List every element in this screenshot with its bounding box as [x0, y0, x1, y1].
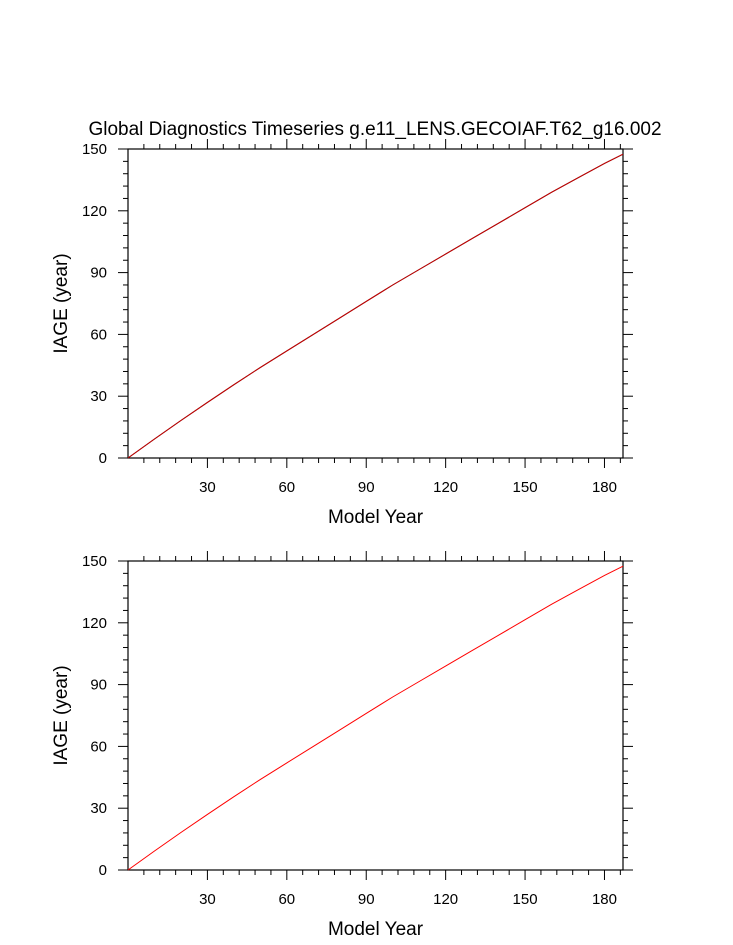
- x-tick-label: 60: [278, 479, 295, 496]
- y-tick-label: 150: [82, 141, 107, 158]
- y-tick-label: 0: [99, 862, 107, 879]
- x-tick-label: 150: [513, 891, 538, 908]
- y-tick-label: 30: [90, 388, 107, 405]
- chart-title: Global Diagnostics Timeseries g.e11_LENS…: [88, 119, 661, 140]
- x-axis-label: Model Year: [328, 507, 424, 528]
- x-tick-label: 180: [592, 891, 617, 908]
- x-tick-label: 120: [433, 479, 458, 496]
- y-tick-label: 90: [90, 265, 107, 282]
- x-tick-label: 60: [278, 891, 295, 908]
- series-line-0: [127, 565, 624, 871]
- plot-frame: [127, 148, 624, 459]
- x-tick-label: 180: [592, 479, 617, 496]
- x-tick-label: 120: [433, 891, 458, 908]
- x-tick-label: 30: [199, 891, 216, 908]
- x-tick-label: 30: [199, 479, 216, 496]
- series-line-0: [127, 153, 624, 459]
- y-axis-label: IAGE (year): [51, 665, 72, 765]
- y-tick-label: 60: [90, 738, 107, 755]
- y-tick-label: 0: [99, 450, 107, 467]
- series-line-1: [127, 153, 624, 459]
- plot-frame: [127, 560, 624, 871]
- y-tick-label: 90: [90, 677, 107, 694]
- x-axis-label: Model Year: [328, 919, 424, 940]
- y-tick-label: 120: [82, 615, 107, 632]
- x-tick-label: 90: [358, 479, 375, 496]
- y-tick-label: 60: [90, 326, 107, 343]
- y-tick-label: 150: [82, 553, 107, 570]
- y-tick-label: 30: [90, 800, 107, 817]
- y-axis-label: IAGE (year): [51, 253, 72, 353]
- x-tick-label: 90: [358, 891, 375, 908]
- top-panel: Global Diagnostics Timeseries g.e11_LENS…: [51, 119, 662, 528]
- bottom-panel: 30 60 90 120 150 180 0 30 60 90 120 150 Model Year IA…: [51, 551, 633, 940]
- y-tick-label: 120: [82, 203, 107, 220]
- x-tick-label: 150: [513, 479, 538, 496]
